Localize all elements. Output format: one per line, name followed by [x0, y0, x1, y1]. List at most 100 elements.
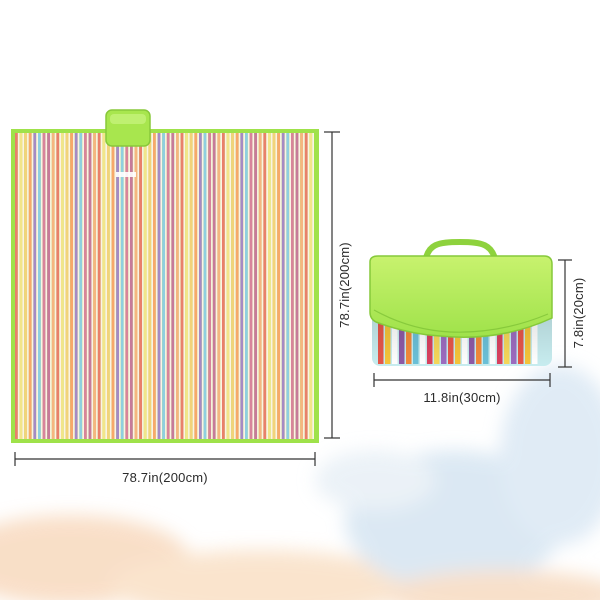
mat-stripe [185, 133, 189, 439]
mat-stripe [134, 133, 138, 439]
mat-stripe-gap [146, 133, 149, 439]
mat-stripe-gap [298, 133, 301, 439]
mat-stripe [61, 133, 64, 439]
mat-stripe-gap [289, 133, 291, 439]
mat-stripe [309, 133, 313, 439]
mat-stripe [162, 133, 166, 439]
mat-stripe [295, 133, 299, 439]
mat-stripe-gap [293, 133, 296, 439]
mat-stripe-gap [174, 133, 176, 439]
mat-stripe [28, 133, 32, 439]
mat-stripe-gap [73, 133, 75, 439]
mat-stripe-gap [123, 133, 126, 439]
mat-stripe-gap [119, 133, 121, 439]
mat-stripe [277, 133, 281, 439]
mat-stripe-gap [275, 133, 278, 439]
mat-stripe-gap [284, 133, 287, 439]
mat-stripe [194, 133, 198, 439]
mat-stripe [56, 133, 60, 439]
mat-stripe-gap [201, 133, 204, 439]
mat-stripe [24, 133, 28, 439]
mat-stripe-gap [128, 133, 130, 439]
mat-stripe [19, 133, 23, 439]
mat-stripe-gap [50, 133, 52, 439]
mat-stripe-gap [169, 133, 172, 439]
mat-stripe [148, 133, 152, 439]
mat-stripe-gap [211, 133, 213, 439]
mat-stripe-gap [96, 133, 98, 439]
mat-stripe [70, 133, 74, 439]
mat-stripe [15, 133, 18, 439]
mat-stripe [180, 133, 184, 439]
mat-stripe-gap [252, 133, 255, 439]
bag-height-dimension-line [558, 259, 572, 368]
mat-stripe-gap [280, 133, 282, 439]
mat-length-label: 78.7in(200cm) [337, 242, 352, 328]
mat-stripe-gap [17, 133, 20, 439]
mat-stripe [143, 133, 147, 439]
bag-height-label: 7.8in(20cm) [571, 277, 586, 349]
mat-stripe-gap [105, 133, 107, 439]
mat-stripe-gap [142, 133, 144, 439]
mat-stripe-gap [100, 133, 103, 439]
mat-stripe-gap [183, 133, 186, 439]
mat-stripe [84, 133, 87, 439]
mat-stripe [153, 133, 156, 439]
picnic-mat-unfolded [11, 109, 319, 443]
mat-stripe-gap [247, 133, 250, 439]
mat-stripe [42, 133, 46, 439]
mat-stripe-gap [151, 133, 153, 439]
mat-stripe [217, 133, 221, 439]
bag-width-label: 11.8in(30cm) [423, 390, 501, 405]
mat-stripe-gap [114, 133, 117, 439]
mat-stripe [107, 133, 110, 439]
mat-stripe [65, 133, 69, 439]
watercolor-background [0, 365, 600, 600]
mat-stripe [272, 133, 276, 439]
mat-stripe [166, 133, 170, 439]
mat-stripe-gap [27, 133, 29, 439]
mat-stripe-gap [266, 133, 268, 439]
mat-stripe-gap [238, 133, 241, 439]
mat-stripe-gap [137, 133, 140, 439]
mat-width-label: 78.7in(200cm) [122, 470, 208, 485]
mat-width-dimension-line [14, 452, 316, 466]
mat-stripe [38, 133, 41, 439]
mat-stripe [281, 133, 285, 439]
mat-stripe [47, 133, 51, 439]
mat-stripe-gap [40, 133, 43, 439]
mat-stripe-gap [220, 133, 222, 439]
mat-stripe-gap [54, 133, 57, 439]
mat-stripe [300, 133, 304, 439]
bag-handle [422, 238, 499, 265]
mat-stripe-gap [59, 133, 61, 439]
mat-stripe-gap [303, 133, 305, 439]
mat-stripe [97, 133, 101, 439]
mat-stripe [130, 133, 133, 439]
mat-stripe [79, 133, 83, 439]
mat-stripe [116, 133, 120, 439]
mat-length-dimension-line [324, 131, 340, 439]
mat-stripe [226, 133, 230, 439]
mat-stripe-gap [160, 133, 163, 439]
mat-stripe-gap [86, 133, 89, 439]
mat-stripe [33, 133, 37, 439]
mat-stripe-gap [206, 133, 209, 439]
mat-stripe [304, 133, 308, 439]
mat-stripe-gap [22, 133, 25, 439]
mat-stripe-gap [91, 133, 94, 439]
mat-stripe-gap [188, 133, 190, 439]
bag-width-dimension-line [373, 373, 551, 387]
mat-stripe [291, 133, 294, 439]
mat-stripe [189, 133, 193, 439]
mat-stripe [240, 133, 244, 439]
mat-stripe-gap [243, 133, 245, 439]
mat-stripe [222, 133, 225, 439]
mat-stripe-gap [234, 133, 236, 439]
mat-stripe-gap [132, 133, 135, 439]
mat-stripe-gap [192, 133, 195, 439]
mat-stripe [88, 133, 92, 439]
mat-stripe [263, 133, 267, 439]
mat-stripe [286, 133, 290, 439]
mat-stripe-gap [270, 133, 273, 439]
